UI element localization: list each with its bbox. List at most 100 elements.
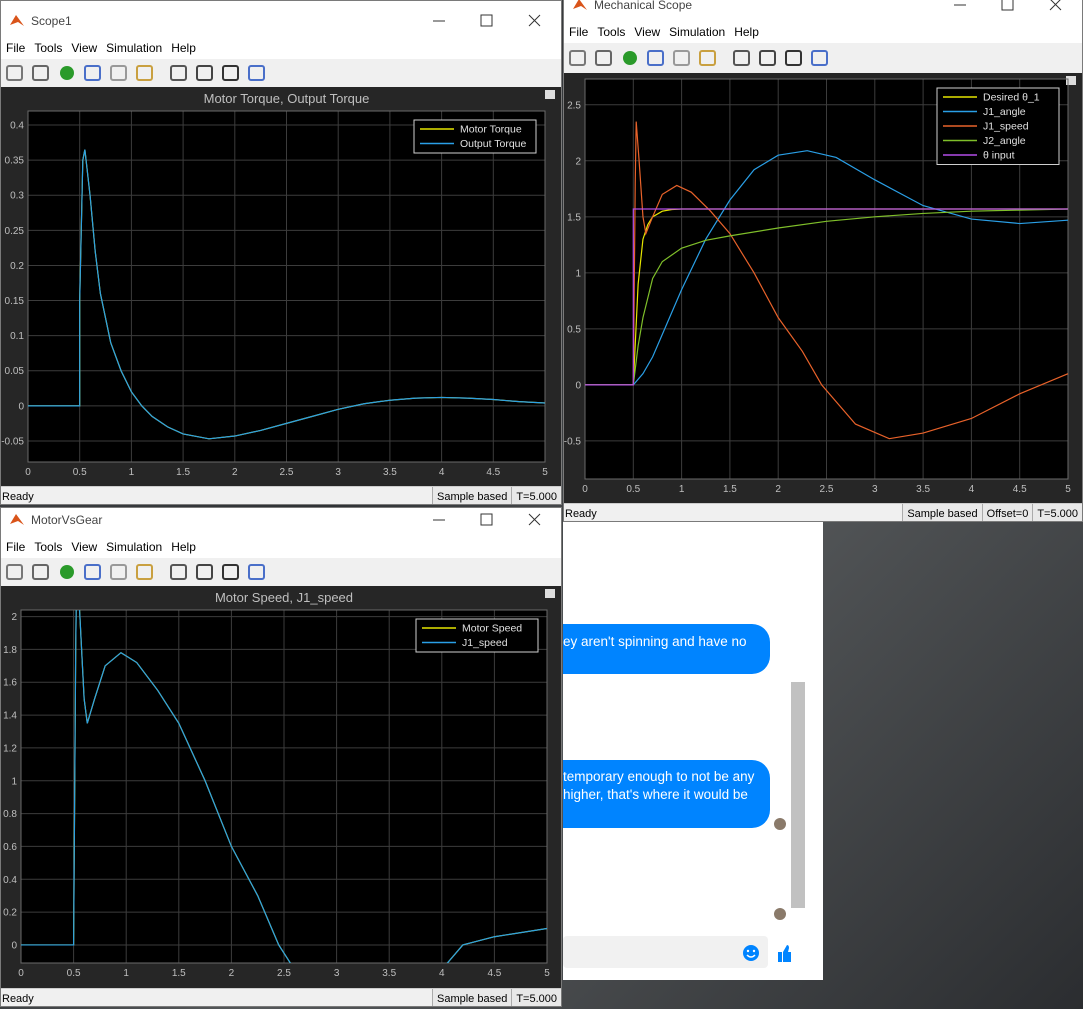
window-title: Scope1: [31, 14, 72, 28]
x-tick-label: 4: [439, 968, 445, 979]
window-controls[interactable]: [942, 0, 1082, 15]
series-line: [28, 149, 545, 440]
undock-button[interactable]: [1066, 76, 1076, 85]
y-tick-label: 0.35: [5, 156, 25, 167]
toolbar-button[interactable]: [196, 65, 213, 81]
y-tick-label: 0: [18, 401, 24, 412]
x-tick-label: 2: [232, 467, 238, 478]
toolbar-button[interactable]: [623, 51, 637, 65]
toolbar-button[interactable]: [785, 50, 802, 66]
status-field: T=5.000: [1032, 504, 1082, 521]
maximize-button[interactable]: [480, 513, 493, 526]
title-bar: Scope1: [1, 1, 561, 37]
axes-border: [584, 78, 1069, 480]
menu-item[interactable]: View: [634, 25, 661, 39]
toolbar-button[interactable]: [222, 65, 239, 81]
toolbar-button[interactable]: [60, 565, 74, 579]
x-tick-label: 3: [334, 968, 340, 979]
toolbar-button[interactable]: [110, 65, 127, 81]
window-title: Mechanical Scope: [594, 0, 693, 12]
message-input[interactable]: [563, 936, 768, 968]
menu-item[interactable]: Help: [171, 41, 196, 55]
toolbar-button[interactable]: [84, 564, 101, 580]
toolbar-button[interactable]: [811, 50, 828, 66]
toolbar-button[interactable]: [136, 564, 153, 580]
maximize-button[interactable]: [480, 14, 493, 27]
y-tick-label: 0.4: [10, 121, 24, 132]
toolbar-button[interactable]: [699, 50, 716, 66]
y-tick-label: 1.4: [3, 711, 17, 722]
y-tick-label: 1: [575, 268, 581, 279]
maximize-button[interactable]: [1001, 0, 1014, 11]
undock-button[interactable]: [545, 90, 555, 99]
toolbar-button[interactable]: [32, 564, 49, 580]
like-button[interactable]: [778, 945, 791, 962]
x-tick-label: 0: [18, 968, 24, 979]
menu-item[interactable]: File: [6, 41, 26, 55]
message-bubble: temporary enough to not be any higher, t…: [563, 760, 770, 828]
toolbar-button[interactable]: [673, 50, 690, 66]
menu-item[interactable]: File: [6, 540, 26, 554]
menu-item[interactable]: Simulation: [106, 540, 163, 554]
message-line: temporary enough to not be any: [563, 769, 755, 784]
toolbar-button[interactable]: [569, 50, 586, 66]
emoji-button[interactable]: [743, 945, 759, 961]
window: Scope1 File Tools View Simulation Help Motor T…: [0, 0, 562, 505]
undock-button[interactable]: [545, 589, 555, 598]
logo-shape: [10, 15, 24, 26]
app-icon: [573, 0, 587, 10]
menu-item[interactable]: File: [569, 25, 589, 39]
toolbar-button[interactable]: [248, 564, 265, 580]
toolbar-button[interactable]: [136, 65, 153, 81]
x-tick-label: 3.5: [916, 484, 930, 495]
toolbar-button[interactable]: [84, 65, 101, 81]
toolbar-button[interactable]: [110, 564, 127, 580]
status-text: Ready: [2, 490, 34, 503]
title-bar: Mechanical Scope: [564, 0, 1082, 21]
plot-lines: [28, 149, 545, 440]
menu-bar: File Tools View Simulation Help: [1, 37, 561, 59]
status-field: T=5.000: [511, 989, 561, 1006]
y-tick-label: 2: [11, 612, 17, 623]
window-controls[interactable]: [421, 510, 561, 530]
legend-box: [415, 618, 539, 653]
toolbar-button[interactable]: [6, 65, 23, 81]
toolbar-button[interactable]: [170, 564, 187, 580]
legend-label: Motor Speed: [462, 623, 522, 635]
menu-item[interactable]: Tools: [34, 41, 63, 55]
series-line: [585, 121, 1068, 440]
x-tick-label: 3.5: [383, 467, 397, 478]
toolbar-button[interactable]: [170, 65, 187, 81]
toolbar-button[interactable]: [733, 50, 750, 66]
toolbar-button[interactable]: [248, 65, 265, 81]
menu-item[interactable]: Tools: [597, 25, 626, 39]
axes-border: [27, 110, 546, 463]
close-button[interactable]: [528, 513, 541, 526]
menu-item[interactable]: Help: [171, 540, 196, 554]
menu-item[interactable]: View: [71, 41, 98, 55]
title-bar: MotorVsGear: [1, 508, 561, 536]
close-button[interactable]: [1049, 0, 1062, 11]
y-tick-label: 0.4: [3, 875, 17, 886]
window-controls[interactable]: [421, 11, 561, 31]
menu-item[interactable]: Help: [734, 25, 759, 39]
status-bar: Ready Sample based T=5.000: [1, 988, 561, 1006]
toolbar-button[interactable]: [595, 50, 612, 66]
toolbar-button[interactable]: [222, 564, 239, 580]
menu-item[interactable]: Simulation: [106, 41, 163, 55]
menu-item[interactable]: View: [71, 540, 98, 554]
x-tick-label: 2.5: [820, 484, 834, 495]
toolbar-button[interactable]: [196, 564, 213, 580]
y-tick-label: -0.05: [1, 436, 24, 447]
toolbar-button[interactable]: [647, 50, 664, 66]
toolbar-button[interactable]: [60, 66, 74, 80]
scope-plot: 0 0.5 1 1.5 2 2.5 3 3.5 4 4.5 5 -0.5 0 0.5 1 1.5 2 2.5 Des…: [564, 73, 1082, 503]
toolbar-button[interactable]: [32, 65, 49, 81]
menu-item[interactable]: Simulation: [669, 25, 726, 39]
close-button[interactable]: [528, 14, 541, 27]
menu-item[interactable]: Tools: [34, 540, 63, 554]
toolbar-button[interactable]: [6, 564, 23, 580]
toolbar-button[interactable]: [759, 50, 776, 66]
toolbar: [1, 558, 561, 586]
scrollbar[interactable]: [791, 682, 805, 908]
